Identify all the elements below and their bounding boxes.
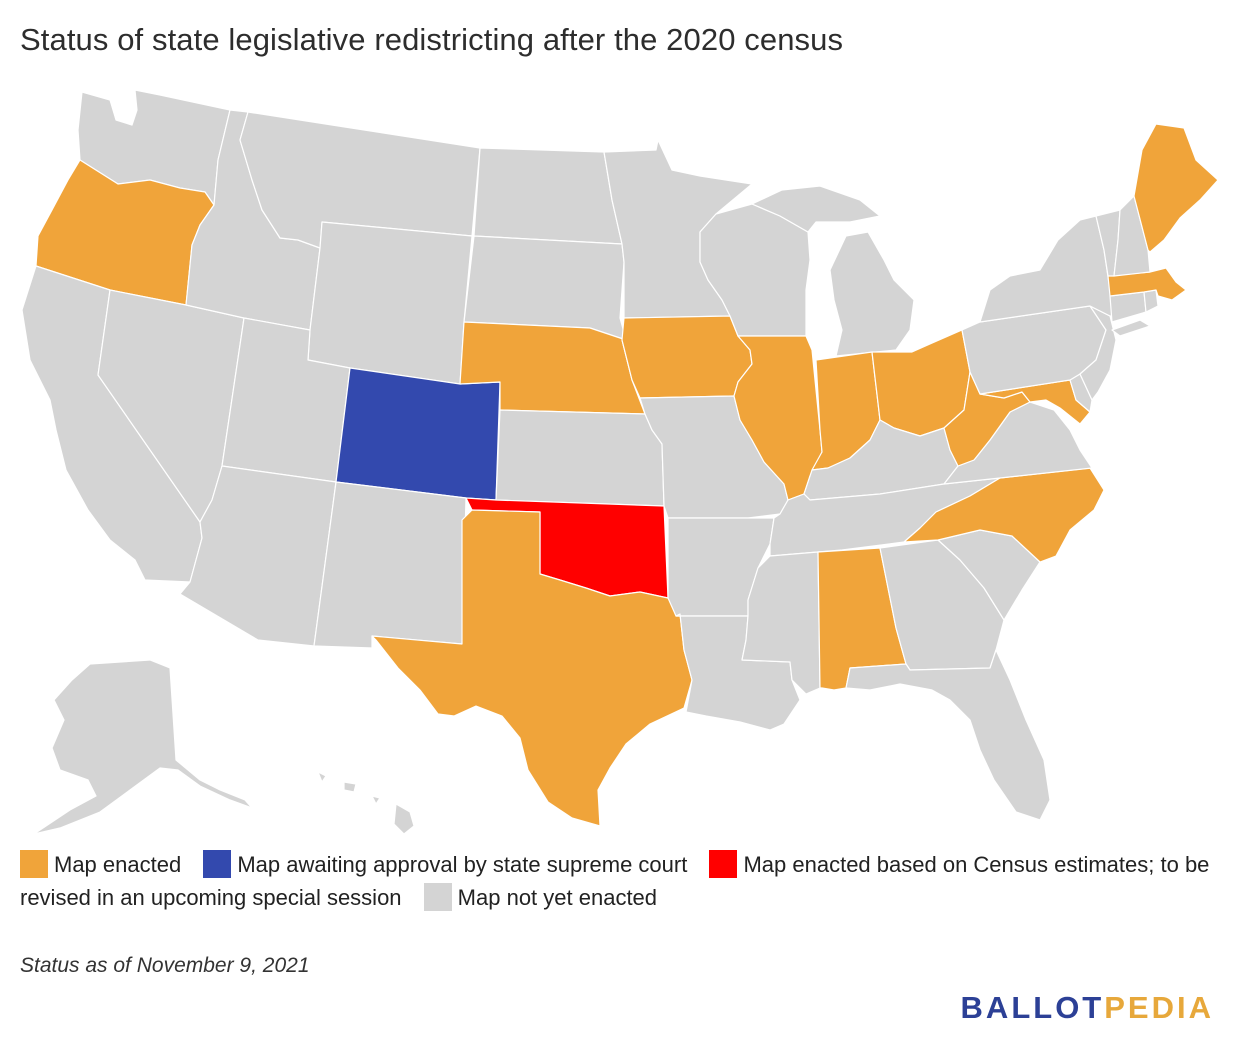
state-NM	[313, 481, 467, 649]
legend-item-not-enacted: Map not yet enacted	[423, 881, 658, 914]
state-ME	[1133, 123, 1219, 253]
legend-label-awaiting: Map awaiting approval by state supreme c…	[237, 852, 688, 877]
state-NC	[903, 467, 1105, 563]
status-date-note: Status as of November 9, 2021	[20, 954, 310, 977]
state-IL	[733, 335, 823, 501]
legend: Map enacted Map awaiting approval by sta…	[20, 848, 1220, 914]
state-CT	[1109, 291, 1147, 323]
legend-item-enacted: Map enacted	[20, 848, 181, 881]
state-MA	[1107, 267, 1187, 301]
legend-item-awaiting: Map awaiting approval by state supreme c…	[203, 848, 687, 881]
legend-swatch-census-estimates	[709, 850, 738, 878]
state-ND	[473, 147, 623, 245]
state-FL	[845, 649, 1051, 821]
legend-swatch-awaiting	[203, 850, 232, 878]
state-NJ	[1079, 305, 1117, 401]
legend-item-census-estimates: Map enacted based on Census estimates; t…	[20, 850, 1210, 910]
state-TX	[371, 509, 693, 827]
state-MT	[239, 111, 481, 249]
legend-swatch-enacted	[20, 850, 48, 878]
state-NE	[459, 321, 646, 415]
legend-swatch-not-enacted	[423, 883, 452, 911]
ballotpedia-logo: BALLOTPEDIA	[961, 990, 1214, 1026]
logo-text-pedia: PEDIA	[1104, 990, 1214, 1025]
logo-text-ballot: BALLOT	[960, 990, 1105, 1025]
chart-title: Status of state legislative redistrictin…	[20, 22, 844, 57]
state-AK	[33, 659, 253, 835]
legend-label-census-estimates: Map enacted based on Census estimates; t…	[20, 852, 1210, 910]
state-RI	[1143, 289, 1159, 313]
state-WY	[307, 221, 473, 385]
state-MI	[751, 185, 915, 357]
state-CO	[335, 367, 501, 501]
legend-label-not-enacted: Map not yet enacted	[457, 885, 658, 910]
legend-label-enacted: Map enacted	[54, 852, 182, 877]
state-HI	[317, 771, 415, 835]
state-IA	[621, 315, 753, 399]
state-KS	[495, 409, 665, 507]
